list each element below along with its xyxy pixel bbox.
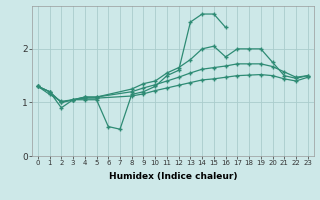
- X-axis label: Humidex (Indice chaleur): Humidex (Indice chaleur): [108, 172, 237, 181]
